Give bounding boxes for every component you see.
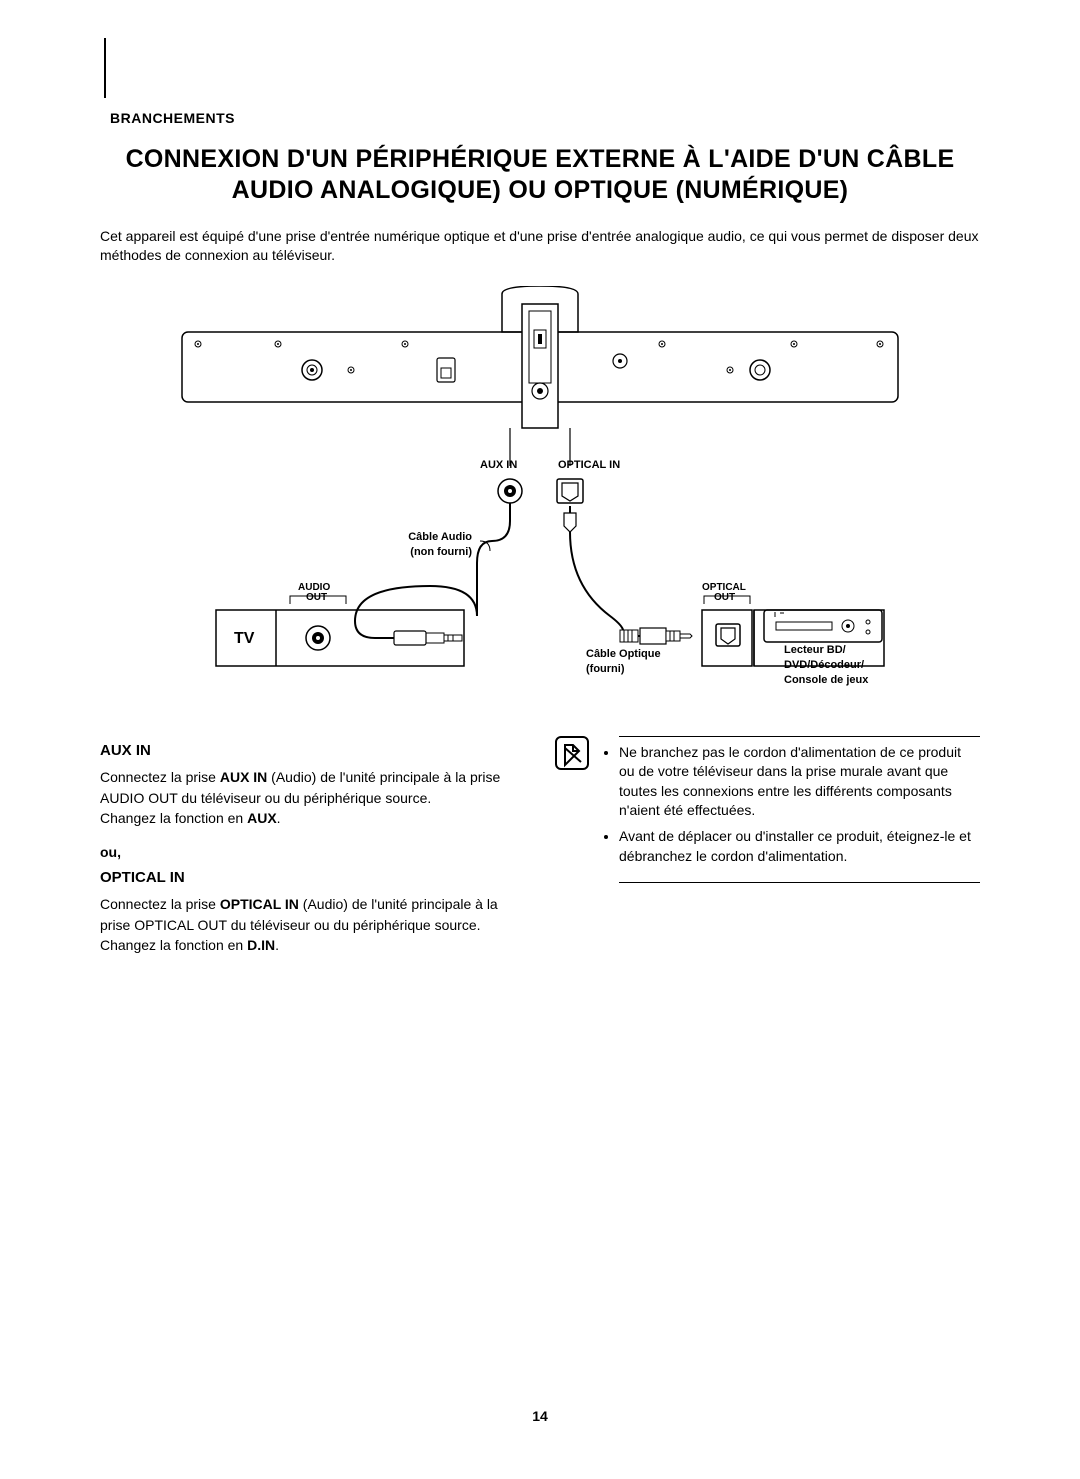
connection-diagram: AUX IN OPTICAL IN Câble Audio (non fourn… [180, 286, 900, 706]
aux-paragraph-2: Changez la fonction en AUX. [100, 808, 525, 828]
page-number: 14 [0, 1408, 1080, 1424]
right-column: Ne branchez pas le cordon d'alimentation… [555, 736, 980, 956]
optical-cable-label-2: (fourni) [586, 663, 624, 676]
aux-paragraph-1: Connectez la prise AUX IN (Audio) de l'u… [100, 767, 525, 808]
page-title: CONNEXION D'UN PÉRIPHÉRIQUE EXTERNE À L'… [100, 144, 980, 207]
note-icon [555, 736, 589, 884]
audio-cable-label-2: (non fourni) [382, 546, 472, 559]
note-item-2: Avant de déplacer ou d'installer ce prod… [619, 827, 980, 866]
note-item-1: Ne branchez pas le cordon d'alimentation… [619, 743, 980, 821]
text: Changez la fonction en [100, 937, 247, 953]
optical-paragraph-2: Changez la fonction en D.IN. [100, 935, 525, 955]
text: . [275, 937, 279, 953]
text: Changez la fonction en [100, 810, 247, 826]
bold: OPTICAL IN [220, 896, 299, 912]
optical-in-heading: OPTICAL IN [100, 867, 525, 889]
text: . [277, 810, 281, 826]
audio-cable-label-1: Câble Audio [382, 531, 472, 544]
body-columns: AUX IN Connectez la prise AUX IN (Audio)… [100, 736, 980, 956]
text: Connectez la prise [100, 769, 220, 785]
intro-text: Cet appareil est équipé d'une prise d'en… [100, 227, 980, 266]
player-label-1: Lecteur BD/ [784, 644, 846, 657]
left-column: AUX IN Connectez la prise AUX IN (Audio)… [100, 736, 525, 956]
bold: D.IN [247, 937, 275, 953]
tv-label: TV [234, 629, 254, 648]
text: Connectez la prise [100, 896, 220, 912]
or-label: ou, [100, 842, 525, 862]
bold: AUX [247, 810, 277, 826]
optical-cable-label-1: Câble Optique [586, 648, 661, 661]
note-list: Ne branchez pas le cordon d'alimentation… [619, 736, 980, 884]
section-label: BRANCHEMENTS [110, 110, 980, 126]
optical-paragraph-1: Connectez la prise OPTICAL IN (Audio) de… [100, 894, 525, 935]
optical-in-label: OPTICAL IN [558, 459, 620, 472]
audio-out-label-2: OUT [306, 592, 327, 604]
player-label-2: DVD/Décodeur/ [784, 659, 864, 672]
aux-in-label: AUX IN [480, 459, 517, 472]
optical-out-label-2: OUT [714, 592, 735, 604]
corner-mark [104, 38, 106, 98]
aux-in-heading: AUX IN [100, 740, 525, 762]
bold: AUX IN [220, 769, 267, 785]
player-label-3: Console de jeux [784, 674, 868, 687]
note-box: Ne branchez pas le cordon d'alimentation… [555, 736, 980, 884]
